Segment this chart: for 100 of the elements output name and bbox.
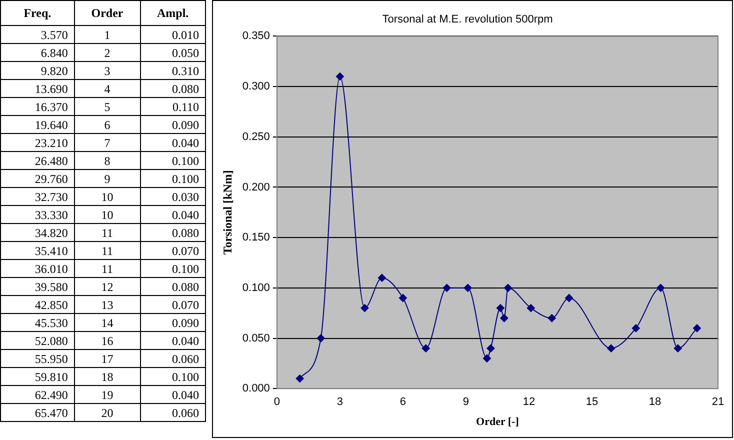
text: 33.330 bbox=[0, 206, 74, 224]
text: 32.730 bbox=[0, 188, 74, 206]
text: 19.640 bbox=[0, 116, 74, 134]
y-tick-label: 0.250 bbox=[242, 130, 270, 143]
point bbox=[316, 334, 325, 342]
text: 13.690 bbox=[0, 80, 74, 98]
x-tick-label: 9 bbox=[462, 396, 470, 408]
point bbox=[422, 344, 430, 352]
text: 1 bbox=[74, 26, 140, 44]
text: 62.490 bbox=[0, 386, 74, 404]
point bbox=[496, 304, 504, 312]
text: 18 bbox=[74, 368, 140, 386]
point bbox=[607, 344, 616, 352]
text: 5 bbox=[74, 98, 140, 116]
text: 9 bbox=[74, 170, 140, 188]
point bbox=[398, 294, 407, 302]
text: 52.080 bbox=[0, 332, 74, 350]
text: 23.210 bbox=[0, 134, 74, 152]
text: 0.100 bbox=[140, 152, 206, 170]
text: 11 bbox=[74, 242, 140, 260]
point bbox=[296, 374, 304, 383]
y-tick-label: 0.150 bbox=[242, 232, 270, 244]
point bbox=[482, 354, 491, 362]
text: 0.080 bbox=[140, 224, 206, 242]
point bbox=[526, 304, 535, 312]
point bbox=[565, 294, 574, 302]
point bbox=[656, 284, 665, 292]
text: 0.080 bbox=[140, 80, 206, 98]
y-tick-label: 0.000 bbox=[242, 382, 270, 395]
x-tick-label: 0 bbox=[274, 396, 280, 408]
text: 0.100 bbox=[140, 368, 206, 386]
text: 8 bbox=[74, 152, 140, 170]
point bbox=[500, 314, 508, 322]
text: 0.080 bbox=[140, 278, 206, 296]
category-label: Order bbox=[74, 0, 140, 26]
point bbox=[486, 344, 495, 352]
point bbox=[464, 284, 472, 292]
text: 0.040 bbox=[140, 134, 206, 152]
text: 0.310 bbox=[140, 62, 206, 80]
text: 0.040 bbox=[140, 386, 206, 404]
text: 0.060 bbox=[140, 404, 206, 422]
text: 0.050 bbox=[140, 44, 206, 62]
text: 39.580 bbox=[0, 278, 74, 296]
text: 10 bbox=[74, 206, 140, 224]
point bbox=[378, 274, 386, 282]
point bbox=[692, 324, 701, 332]
text: 16.370 bbox=[0, 98, 74, 116]
text: 19 bbox=[74, 386, 140, 404]
text: 3 bbox=[74, 62, 140, 80]
y-tick-label: 0.100 bbox=[242, 282, 270, 294]
text: 0.070 bbox=[140, 242, 206, 260]
text: 0.030 bbox=[140, 188, 206, 206]
y-tick-label: 0.300 bbox=[242, 80, 270, 93]
point bbox=[632, 324, 640, 332]
text: 12 bbox=[74, 278, 140, 296]
point bbox=[674, 344, 682, 352]
category-label: Freq. bbox=[0, 0, 74, 26]
point bbox=[360, 304, 369, 312]
text: 0.060 bbox=[140, 350, 206, 368]
point bbox=[336, 72, 344, 80]
text: 26.480 bbox=[0, 152, 74, 170]
text: 55.950 bbox=[0, 350, 74, 368]
text: 0.090 bbox=[140, 314, 206, 332]
text: 42.850 bbox=[0, 296, 74, 314]
y-axis-title: Torsional [kNm] bbox=[220, 170, 234, 255]
x-tick-label: 6 bbox=[400, 396, 406, 408]
text: 11 bbox=[74, 260, 140, 278]
text: 0.010 bbox=[140, 26, 206, 44]
point bbox=[442, 284, 451, 292]
text: 0.040 bbox=[140, 206, 206, 224]
y-tick-label: 0.200 bbox=[242, 181, 270, 194]
x-tick-label: 18 bbox=[648, 396, 662, 408]
text: 0.100 bbox=[140, 170, 206, 188]
x-tick-label: 15 bbox=[586, 396, 598, 408]
text: 59.810 bbox=[0, 368, 74, 386]
text: 65.470 bbox=[0, 404, 74, 422]
chart-title: Torsonal at M.E. revolution 500rpm bbox=[382, 14, 553, 26]
y-tick-label: 0.050 bbox=[242, 332, 270, 344]
text: 17 bbox=[74, 350, 140, 368]
text: 35.410 bbox=[0, 242, 74, 260]
text: 14 bbox=[74, 314, 140, 332]
text: 0.100 bbox=[140, 260, 206, 278]
text: 0.040 bbox=[140, 332, 206, 350]
text: 3.570 bbox=[0, 26, 74, 44]
text: 0.090 bbox=[140, 116, 206, 134]
text: 36.010 bbox=[0, 260, 74, 278]
text: 6.840 bbox=[0, 44, 74, 62]
text: 9.820 bbox=[0, 62, 74, 80]
y-tick-label: 0.350 bbox=[242, 30, 270, 42]
x-axis-title: Order [-] bbox=[476, 416, 519, 428]
text: 4 bbox=[74, 80, 140, 98]
text: 11 bbox=[74, 224, 140, 242]
text: 29.760 bbox=[0, 170, 74, 188]
text: 34.820 bbox=[0, 224, 74, 242]
category-label: Ampl. bbox=[140, 0, 206, 26]
point bbox=[548, 314, 556, 322]
point bbox=[504, 284, 512, 292]
text: 16 bbox=[74, 332, 140, 350]
text: 6 bbox=[74, 116, 140, 134]
x-tick-label: 12 bbox=[522, 396, 536, 408]
